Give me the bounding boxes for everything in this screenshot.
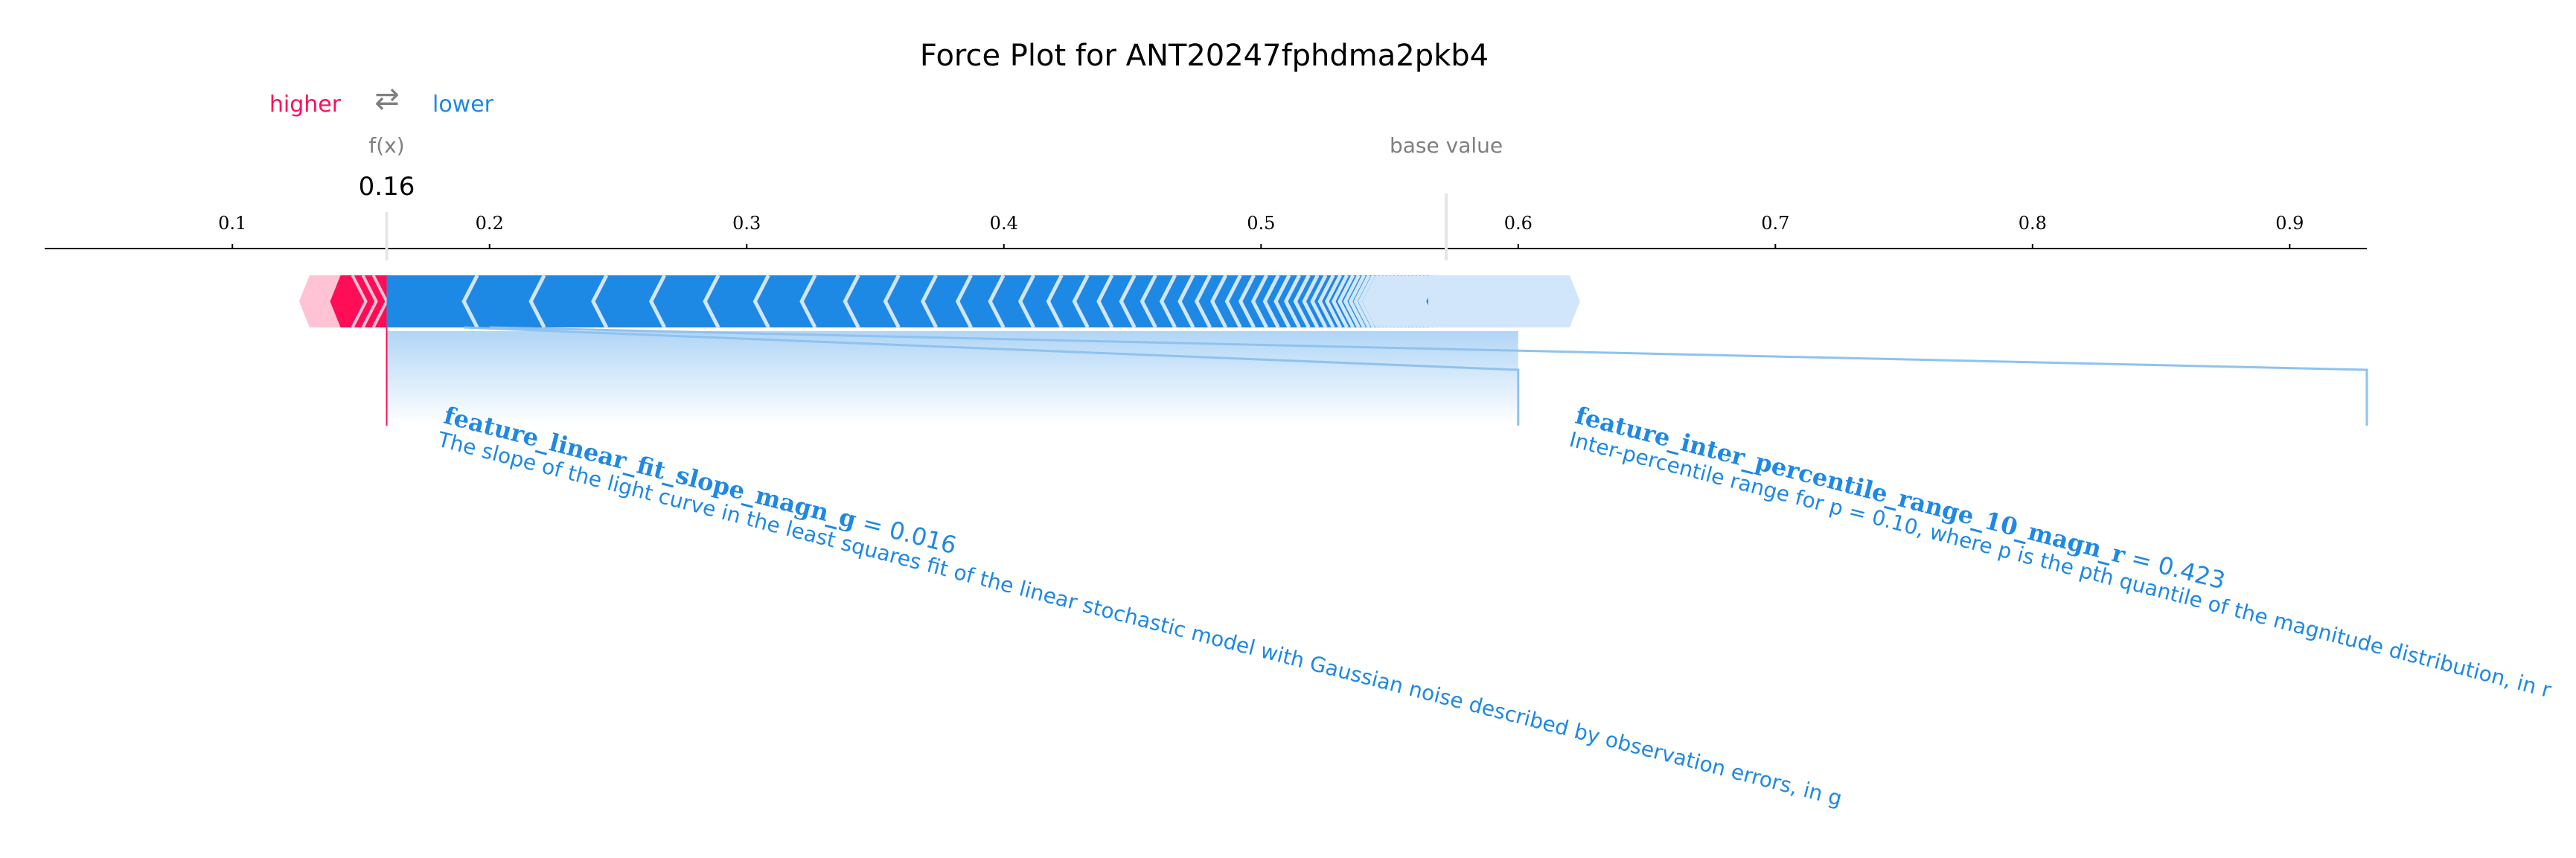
- negative-bar: [386, 275, 1428, 327]
- legend-arrows-icon: ⇄: [374, 82, 400, 116]
- negative-chevron: [1250, 274, 1268, 329]
- negative-chevron: [955, 274, 973, 329]
- x-tick-label: 0.8: [2019, 213, 2047, 234]
- negative-chevron: [1381, 274, 1399, 329]
- negative-chevron: [1370, 274, 1387, 329]
- negative-chevron: [1422, 274, 1439, 329]
- negative-chevron: [1362, 274, 1380, 329]
- negative-chevron: [528, 274, 546, 329]
- negative-chevron: [1407, 274, 1425, 329]
- feature-name-1: feature_inter_percentile_range_10_magn_r…: [1573, 401, 2228, 595]
- force-bars: [298, 274, 1580, 329]
- negative-chevron: [1358, 274, 1375, 329]
- negative-chevron: [1353, 274, 1371, 329]
- negative-chevron: [461, 274, 479, 329]
- x-tick-label: 0.3: [732, 213, 761, 234]
- negative-chevron: [1337, 274, 1355, 329]
- legend-higher: higher: [269, 92, 342, 118]
- negative-chevron: [1384, 274, 1402, 329]
- x-axis: 0.1 0.2 0.3 0.4 0.5 0.6 0.7 0.8 0.9 base value f(x…: [45, 133, 2367, 260]
- negative-chevron: [648, 274, 666, 329]
- negative-chevron: [1310, 274, 1328, 329]
- negative-chevron: [1343, 274, 1361, 329]
- chart-title: Force Plot for ANT20247fphdma2pkb4: [920, 39, 1489, 73]
- feature-description-0: The slope of the light curve in the leas…: [435, 427, 1844, 811]
- negative-chevron: [1224, 274, 1242, 329]
- negative-chevron: [703, 274, 720, 329]
- negative-chevron: [1293, 274, 1311, 329]
- negative-chevron: [1377, 274, 1395, 329]
- feature-name-0: feature_linear_fit_slope_magn_g = 0.016: [441, 401, 959, 560]
- x-tick-label: 0.2: [476, 213, 504, 234]
- negative-chevron: [1210, 274, 1228, 329]
- negative-chevron: [1238, 274, 1256, 329]
- negative-chevron: [1373, 274, 1391, 329]
- negative-chevron: [1331, 274, 1349, 329]
- x-tick-label: 0.9: [2275, 213, 2304, 234]
- negative-chevron: [591, 274, 609, 329]
- x-tick-label: 0.7: [1761, 213, 1789, 234]
- negative-chevron: [1366, 274, 1384, 329]
- negative-chevron: [1410, 274, 1428, 329]
- negative-chevron: [1302, 274, 1320, 329]
- feature-link-1: [464, 326, 1520, 426]
- negative-chevron: [1414, 274, 1432, 329]
- negative-chevron: [1072, 274, 1090, 329]
- x-tick-label: 0.6: [1504, 213, 1533, 234]
- feature-gradient: [386, 331, 1518, 424]
- x-tick-label: 0.4: [990, 213, 1018, 234]
- negative-chevron: [799, 274, 817, 329]
- negative-chevron: [1194, 274, 1212, 329]
- base-value-label: base value: [1390, 133, 1503, 158]
- negative-chevron: [1017, 274, 1035, 329]
- negative-chevron: [843, 274, 860, 329]
- negative-chevron: [1317, 274, 1335, 329]
- negative-chevron: [1418, 274, 1436, 329]
- negative-chevron: [1325, 274, 1343, 329]
- feature-labels: feature_linear_fit_slope_magn_g = 0.016T…: [435, 401, 2554, 811]
- negative-chevron: [1119, 274, 1137, 329]
- negative-chevron: [988, 274, 1006, 329]
- feature-links: [386, 326, 2368, 426]
- x-tick-label: 0.5: [1247, 213, 1275, 234]
- negative-chevron: [1388, 274, 1406, 329]
- negative-chevron: [752, 274, 770, 329]
- negative-chevron: [1396, 274, 1413, 329]
- positive-bar: [330, 275, 387, 327]
- feature-label-1: feature_inter_percentile_range_10_magn_r…: [1567, 401, 2554, 702]
- fx-value: 0.16: [359, 172, 415, 202]
- negative-chevron: [1273, 274, 1291, 329]
- negative-chevron: [1262, 274, 1280, 329]
- negative-chevron: [1159, 274, 1177, 329]
- feature-link-2: [489, 326, 2368, 426]
- negative-chevron: [1348, 274, 1366, 329]
- positive-chevron: [351, 275, 368, 328]
- legend-lower: lower: [432, 92, 494, 118]
- x-tick-label: 0.1: [218, 213, 246, 234]
- negative-chevron: [1177, 274, 1195, 329]
- negative-chevron: [1283, 274, 1301, 329]
- positive-chevron: [361, 275, 378, 328]
- negative-chevron: [1046, 274, 1064, 329]
- fx-label: f(x): [368, 133, 404, 158]
- negative-chevron: [1399, 274, 1417, 329]
- legend: higher ⇄ lower: [269, 82, 494, 118]
- negative-chevron: [1403, 274, 1421, 329]
- negative-chevron: [920, 274, 939, 329]
- feature-description-1: Inter-percentile range for p = 0.10, whe…: [1567, 427, 2554, 702]
- negative-chevron: [883, 274, 901, 329]
- negative-chevron: [1392, 274, 1410, 329]
- negative-chevron: [1140, 274, 1157, 329]
- negative-chevron: [1096, 274, 1114, 329]
